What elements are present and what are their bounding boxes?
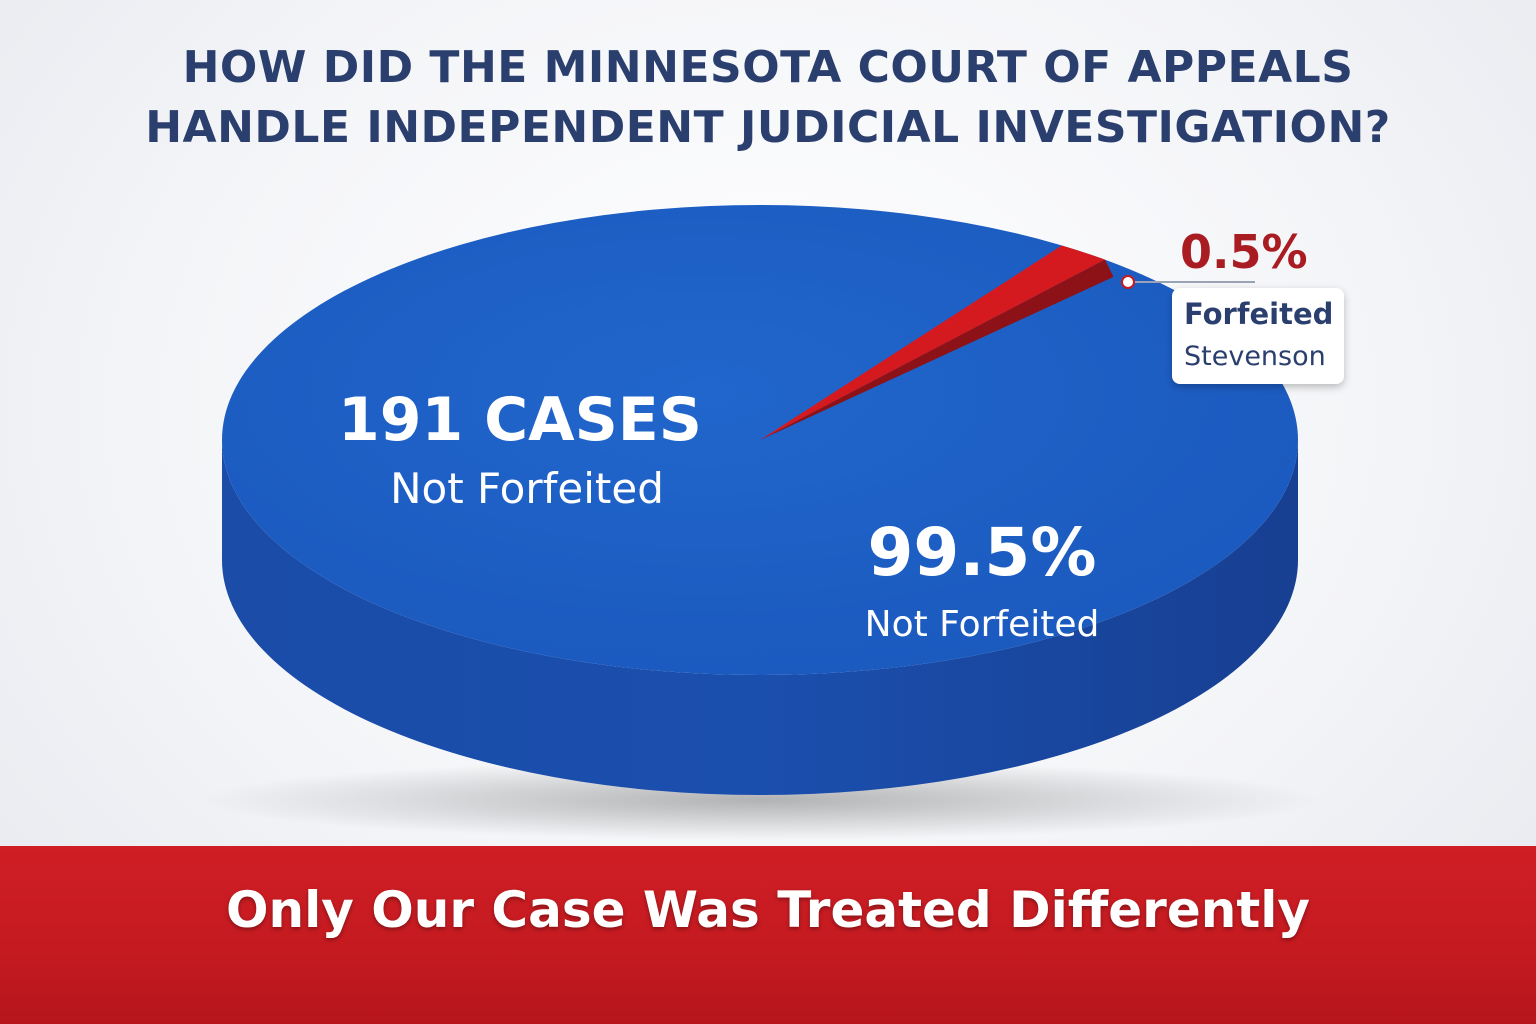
count-label: 191 CASES [338, 385, 702, 455]
forfeited-label: Forfeited [1184, 297, 1333, 331]
forfeited-sublabel: Stevenson [1184, 341, 1326, 372]
not-forfeited-label: Not Forfeited [865, 604, 1100, 645]
callout-dot [1121, 275, 1135, 289]
banner-text: Only Our Case Was Treated Differently [226, 881, 1310, 939]
count-sublabel: Not Forfeited [390, 464, 664, 513]
pie-side-wall [222, 440, 1298, 795]
chart-title: HOW DID THE MINNESOTA COURT OF APPEALS H… [0, 38, 1536, 158]
pie-shadow [200, 760, 1320, 840]
callout-box [1172, 288, 1344, 384]
title-line-1: HOW DID THE MINNESOTA COURT OF APPEALS [182, 42, 1354, 93]
pie-slice-forfeited-wall [760, 259, 1114, 440]
bottom-banner [0, 846, 1536, 1024]
pie-slice-forfeited [760, 245, 1105, 440]
title-line-2: HANDLE INDEPENDENT JUDICIAL INVESTIGATIO… [145, 102, 1391, 153]
forfeited-percent-label: 0.5% [1180, 225, 1308, 279]
pie-chart: 0.5% Forfeited Stevenson 191 CASES Not F… [200, 205, 1344, 840]
not-forfeited-percent-label: 99.5% [868, 514, 1097, 591]
